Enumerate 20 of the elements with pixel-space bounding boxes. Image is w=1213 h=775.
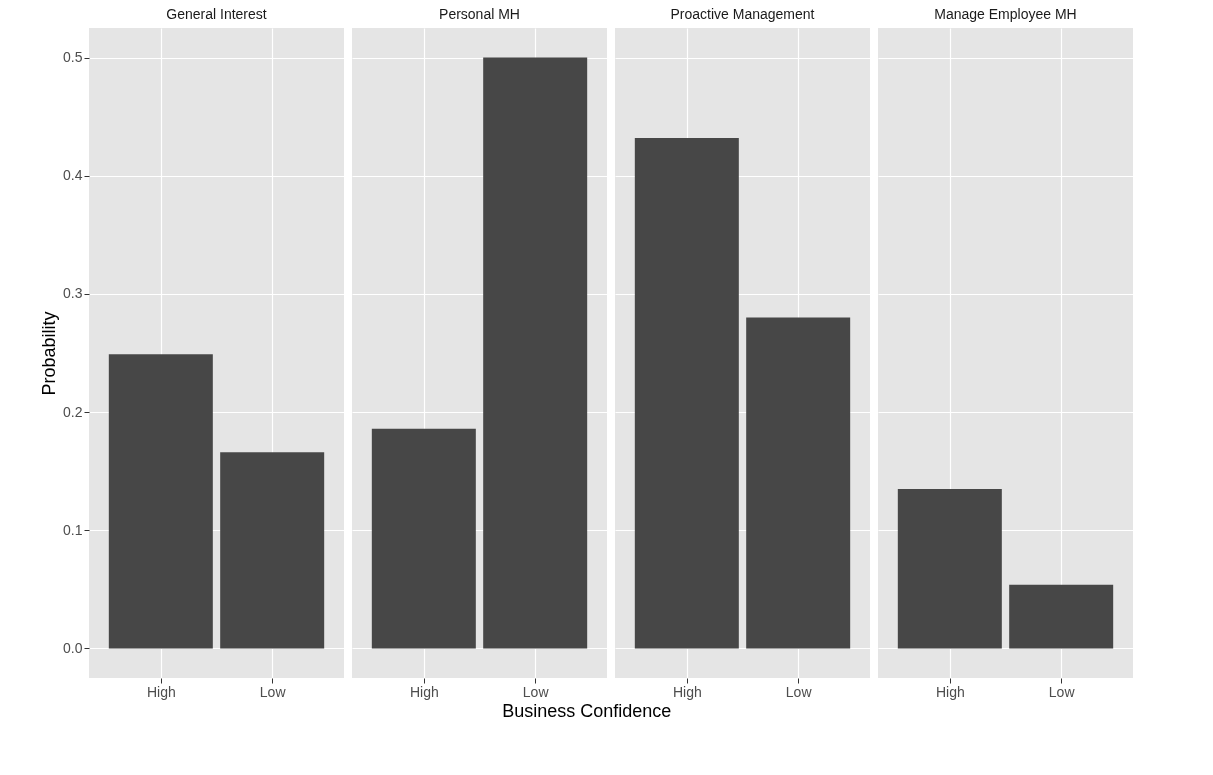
x-tick-label: Low (259, 683, 287, 700)
x-tick-label: High (935, 683, 965, 700)
x-tick-label: High (409, 683, 439, 700)
y-tick-label: 0.0 (63, 639, 83, 656)
x-tick-label: High (672, 683, 702, 700)
chart-title: Proactive Management (670, 6, 815, 22)
y-tick-label: 0.3 (63, 285, 83, 302)
y-tick-label: 0.1 (63, 521, 83, 538)
y-tick-label: 0.2 (63, 403, 83, 420)
x-tick-label: Low (785, 683, 813, 700)
chart-title: Personal MH (439, 6, 520, 22)
x-tick-label: Low (522, 683, 550, 700)
chart-title: General Interest (166, 6, 267, 22)
x-tick-label: High (146, 683, 176, 700)
x-axis-title: Business Confidence (502, 701, 672, 721)
y-tick-label: 0.5 (63, 49, 83, 66)
x-tick-label: Low (1048, 683, 1076, 700)
chart-title: Manage Employee MH (934, 6, 1077, 22)
y-tick-label: 0.4 (63, 167, 83, 184)
y-axis-title: Probability (39, 311, 60, 396)
